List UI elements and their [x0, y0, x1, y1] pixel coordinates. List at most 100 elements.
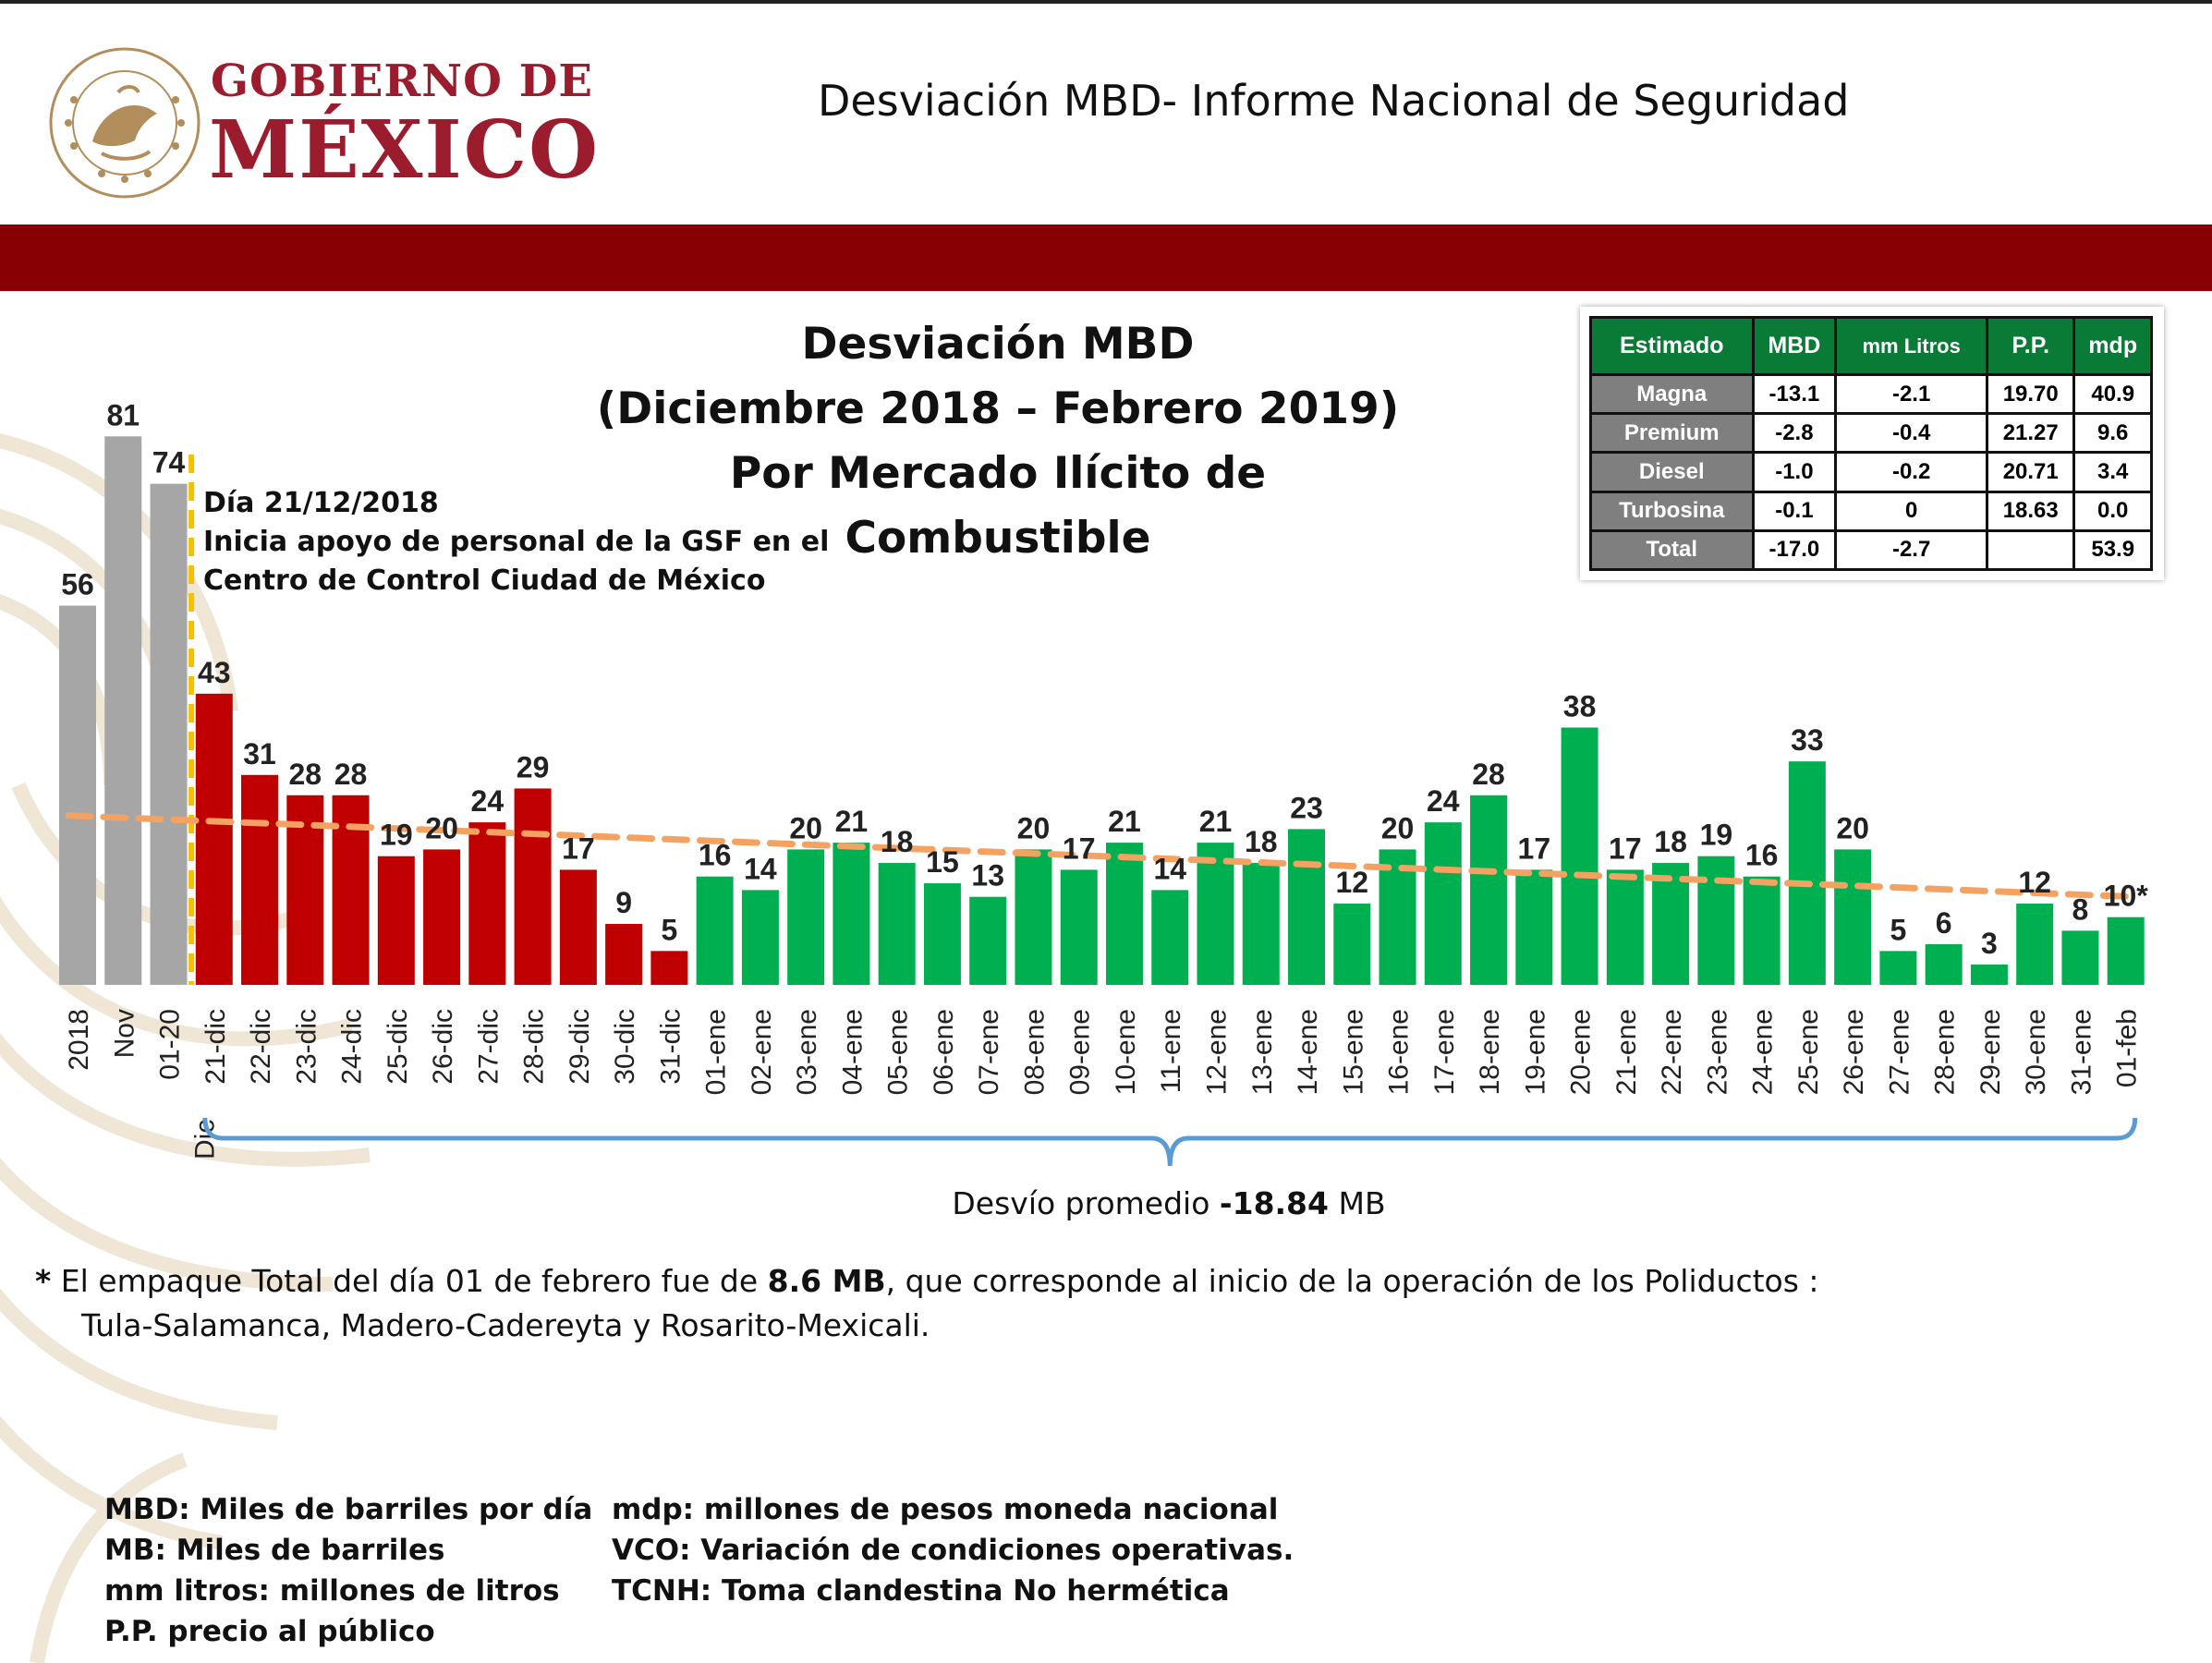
footnote-line2: Tula-Salamanca, Madero-Cadereyta y Rosar… — [81, 1307, 930, 1343]
logo-text-mexico: MÉXICO — [209, 103, 601, 197]
estimate-table-box: Estimado MBD mm Litros P.P. mdp Magna -1… — [1580, 307, 2164, 580]
bar-22-ene — [1652, 863, 1690, 985]
table-cell: -0.1 — [1751, 490, 1838, 532]
x-tick-label: 20-ene — [1566, 1009, 1597, 1095]
glossary-item: VCO: Variación de condiciones operativas… — [612, 1534, 1294, 1567]
bar-25-ene — [1788, 761, 1826, 985]
bar-03-ene — [787, 849, 825, 985]
x-tick-label: 02-ene — [747, 1009, 777, 1095]
bar-25-dic — [377, 856, 415, 985]
chart-title-line2: (Diciembre 2018 – Febrero 2019) — [596, 383, 1400, 434]
x-tick-label: 23-ene — [1702, 1009, 1732, 1095]
bar-value-label: 17 — [1063, 832, 1096, 865]
bar-value-label: 18 — [1245, 825, 1278, 858]
footnote-bold: 8.6 MB — [767, 1263, 886, 1299]
table-cell: 0.0 — [2072, 490, 2153, 532]
bar-value-label: 24 — [471, 784, 504, 818]
x-tick-label: 29-ene — [1975, 1009, 2006, 1095]
x-tick-label: 25-ene — [1793, 1009, 1824, 1095]
x-tick-label: 07-ene — [974, 1009, 1004, 1095]
glossary-item: MB: Miles de barriles — [104, 1534, 445, 1567]
table-cell: -2.1 — [1834, 372, 1989, 416]
bar-20-ene — [1561, 727, 1598, 985]
table-cell: -0.2 — [1834, 451, 1989, 493]
table-cell: -0.4 — [1834, 412, 1989, 455]
bar-value-label: 23 — [1290, 791, 1323, 824]
x-tick-label: 21-dic — [201, 1009, 231, 1085]
bar-value-label: 20 — [425, 811, 458, 844]
bar-2018 — [59, 605, 96, 985]
bar-value-label: 5 — [661, 913, 677, 946]
x-tick-label: 01-ene — [701, 1009, 732, 1095]
average-label-value: -18.84 — [1219, 1185, 1329, 1221]
x-tick-label: 11-ene — [1156, 1009, 1186, 1093]
x-tick-label: 14-ene — [1293, 1009, 1323, 1095]
x-tick-label: 03-ene — [792, 1009, 822, 1095]
bar-21-dic — [195, 693, 233, 985]
bar-21-ene — [1606, 869, 1644, 985]
x-tick-label: 23-dic — [291, 1009, 322, 1085]
table-cell: -1.0 — [1751, 451, 1838, 493]
event-annotation: Día 21/12/2018 Inicia apoyo de personal … — [203, 484, 829, 601]
bar-value-label: 17 — [1518, 832, 1551, 865]
average-label-suffix: MB — [1328, 1185, 1386, 1221]
bar-value-label: 9 — [615, 886, 632, 919]
glossary-item: MBD: Miles de barriles por día — [104, 1493, 593, 1526]
bar-value-label: 16 — [699, 839, 732, 872]
table-header: P.P. — [1986, 316, 2076, 376]
bar-30-dic — [605, 924, 643, 985]
table-header-row: Estimado MBD mm Litros P.P. mdp — [1589, 316, 2153, 376]
table-cell: 21.27 — [1986, 412, 2076, 455]
period-bracket — [202, 1117, 2138, 1167]
page-title: Desviación MBD- Informe Nacional de Segu… — [818, 76, 1850, 126]
x-tick-label: 18-ene — [1475, 1009, 1505, 1095]
table-cell: 19.70 — [1986, 372, 2076, 416]
x-tick-label: 31-ene — [2066, 1009, 2097, 1095]
bar-value-label: 43 — [198, 656, 231, 689]
x-tick-label: 17-ene — [1429, 1009, 1460, 1095]
table-cell: -2.7 — [1834, 528, 1989, 572]
bar-value-label: 17 — [1609, 832, 1642, 865]
x-tick-label: 29-dic — [565, 1009, 595, 1085]
table-cell: 20.71 — [1986, 451, 2076, 493]
bar-value-label: 3 — [1981, 927, 1998, 960]
x-tick-label: 01-feb — [2112, 1009, 2143, 1087]
x-tick-label: 22-dic — [246, 1009, 276, 1085]
x-tick-label: 31-dic — [655, 1009, 686, 1085]
table-cell — [1986, 528, 2076, 572]
annotation-date: Día 21/12/2018 — [203, 487, 439, 519]
table-row: Total -17.0 -2.7 53.9 — [1589, 528, 2153, 572]
table-cell: -17.0 — [1751, 528, 1838, 572]
bar-31-dic — [650, 951, 688, 985]
bar-value-label: 19 — [380, 819, 413, 852]
table-cell: -2.8 — [1751, 412, 1838, 455]
x-tick-label: 28-dic — [519, 1009, 550, 1085]
bar-value-label: 15 — [926, 845, 959, 879]
bar-30-ene — [2016, 904, 2054, 985]
x-tick-label: 30-dic — [610, 1009, 640, 1085]
bar-26-ene — [1834, 849, 1872, 985]
x-tick-label: 22-ene — [1657, 1009, 1687, 1095]
header-band — [0, 225, 2212, 291]
bar-05-ene — [878, 863, 916, 985]
bar-value-label: 20 — [1381, 811, 1415, 844]
gobierno-logo: GOBIERNO DE MÉXICO — [46, 44, 601, 201]
bar-value-label: 28 — [289, 758, 322, 791]
table-row: Premium -2.8 -0.4 21.27 9.6 — [1589, 412, 2153, 455]
bar-24-ene — [1743, 876, 1781, 985]
logo-text-gobierno: GOBIERNO DE — [211, 55, 593, 107]
bar-value-label: 81 — [106, 398, 140, 431]
glossary-item: TCNH: Toma clandestina No hermética — [612, 1574, 1230, 1608]
bar-value-label: 10* — [2104, 880, 2149, 913]
bar-value-label: 12 — [1335, 866, 1368, 899]
x-tick-label: 15-ene — [1338, 1009, 1368, 1095]
x-tick-label: 05-ene — [883, 1009, 914, 1095]
x-tick-label: 01-20 — [155, 1009, 186, 1080]
table-cell: Turbosina — [1589, 490, 1755, 532]
bar-value-label: 20 — [1836, 811, 1869, 844]
bar-value-label: 6 — [1936, 906, 1952, 940]
glossary-item: P.P. precio al público — [104, 1615, 435, 1648]
table-cell: Diesel — [1589, 451, 1755, 493]
bar-value-label: 14 — [1153, 852, 1186, 885]
